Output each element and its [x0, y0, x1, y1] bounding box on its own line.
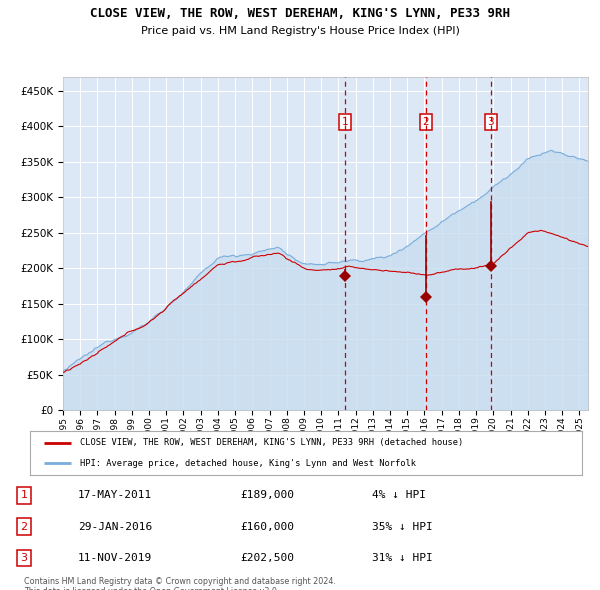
Text: 31% ↓ HPI: 31% ↓ HPI	[372, 553, 433, 563]
Text: 35% ↓ HPI: 35% ↓ HPI	[372, 522, 433, 532]
Text: 2: 2	[422, 117, 429, 127]
Text: CLOSE VIEW, THE ROW, WEST DEREHAM, KING'S LYNN, PE33 9RH: CLOSE VIEW, THE ROW, WEST DEREHAM, KING'…	[90, 7, 510, 20]
Text: CLOSE VIEW, THE ROW, WEST DEREHAM, KING'S LYNN, PE33 9RH (detached house): CLOSE VIEW, THE ROW, WEST DEREHAM, KING'…	[80, 438, 463, 447]
Text: 1: 1	[20, 490, 28, 500]
Text: Price paid vs. HM Land Registry's House Price Index (HPI): Price paid vs. HM Land Registry's House …	[140, 26, 460, 36]
Text: 17-MAY-2011: 17-MAY-2011	[78, 490, 152, 500]
Text: £189,000: £189,000	[240, 490, 294, 500]
Text: £160,000: £160,000	[240, 522, 294, 532]
Text: 1: 1	[341, 117, 348, 127]
Text: 4% ↓ HPI: 4% ↓ HPI	[372, 490, 426, 500]
Text: HPI: Average price, detached house, King's Lynn and West Norfolk: HPI: Average price, detached house, King…	[80, 458, 416, 467]
Text: 3: 3	[488, 117, 494, 127]
Text: 3: 3	[20, 553, 28, 563]
Text: £202,500: £202,500	[240, 553, 294, 563]
Text: 29-JAN-2016: 29-JAN-2016	[78, 522, 152, 532]
Text: 11-NOV-2019: 11-NOV-2019	[78, 553, 152, 563]
Text: Contains HM Land Registry data © Crown copyright and database right 2024.
This d: Contains HM Land Registry data © Crown c…	[24, 577, 336, 590]
Text: 2: 2	[20, 522, 28, 532]
